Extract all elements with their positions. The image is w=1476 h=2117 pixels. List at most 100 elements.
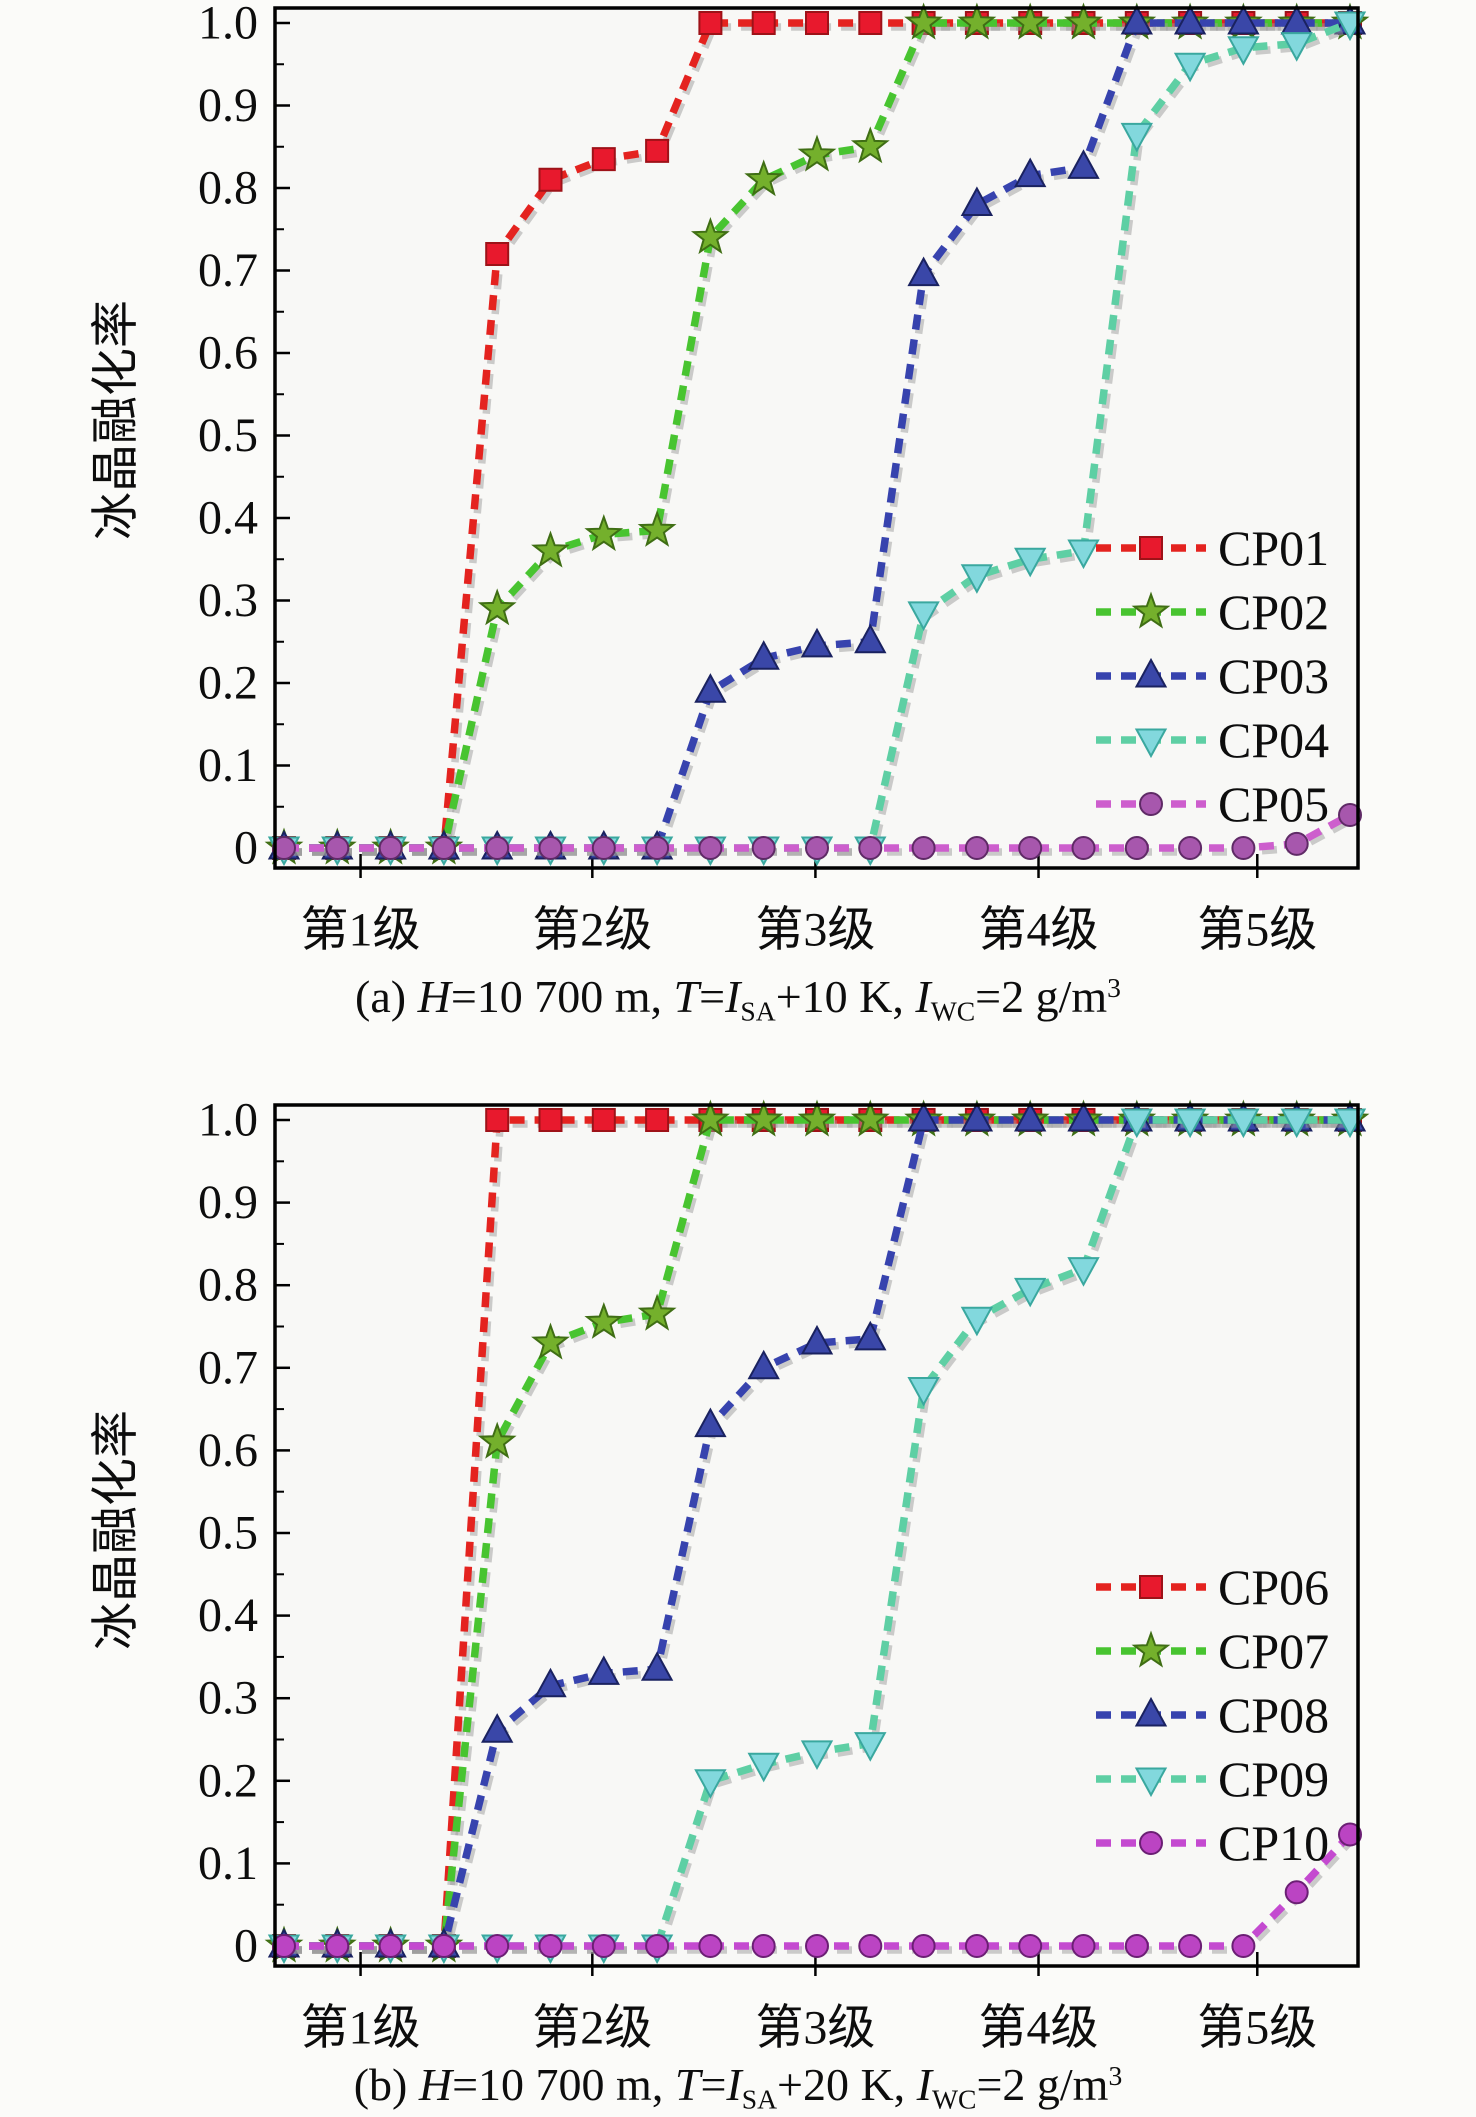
marker-CP05: [1018, 836, 1043, 860]
series-shadow-CP08: [287, 1120, 1353, 1954]
caption-part: H: [418, 2059, 453, 2110]
y-axis-title-b: 冰晶融化率: [90, 1410, 143, 1650]
series-markers-CP05: [272, 803, 1362, 860]
marker-CP03: [1014, 157, 1047, 188]
marker-CP10: [378, 1934, 403, 1958]
plot-area-b: [275, 1105, 1358, 1966]
chart-b: 0 0.1 0.2 0.3 0.4 0.5 0.6 0.7 0.8 0.9 1.0 第1级 第2级 第3级…: [90, 1094, 1370, 2055]
marker-CP09: [1227, 1108, 1260, 1139]
caption-part: SA: [740, 995, 776, 1027]
caption-part: 3: [1107, 971, 1121, 1003]
caption-part: =: [699, 971, 726, 1022]
caption-part: I: [916, 2059, 932, 2110]
marker-CP10: [1178, 1934, 1203, 1958]
marker-CP03: [1173, 4, 1207, 35]
x-tick-label: 第2级: [532, 904, 652, 957]
marker-CP03: [1227, 4, 1260, 35]
legend-marker-CP04: [1134, 728, 1168, 759]
marker-CP05: [911, 836, 936, 860]
y-tick-label: 0: [234, 1920, 258, 1973]
marker-CP04: [1014, 547, 1047, 578]
marker-CP07: [637, 1293, 677, 1331]
marker-CP05: [538, 836, 563, 860]
chart-a: 0 0.1 0.2 0.3 0.4 0.5 0.6 0.7 0.8 0.9 1.0 第1级 第2级 第3级…: [90, 0, 1370, 957]
legend-b: CP06 CP07 CP08 CP09 CP10: [1096, 1559, 1329, 1871]
marker-CP02: [1010, 2, 1050, 40]
marker-CP03: [1067, 149, 1100, 179]
caption-part: I: [726, 2059, 742, 2110]
marker-CP08: [1067, 1101, 1100, 1132]
y-tick-label: 1.0: [198, 0, 258, 50]
legend-label-CP06: CP06: [1218, 1559, 1329, 1615]
marker-CP09: [907, 1376, 940, 1407]
marker-CP04: [960, 564, 994, 594]
marker-CP02: [584, 514, 624, 552]
caption-part: +20 K,: [777, 2059, 917, 2110]
marker-CP03: [960, 186, 994, 216]
marker-CP10: [325, 1934, 350, 1958]
marker-CP02: [904, 2, 944, 40]
marker-CP10: [538, 1934, 563, 1958]
marker-CP10: [1124, 1934, 1149, 1958]
caption-part: =2 g/m: [976, 2059, 1109, 2110]
marker-CP09: [1120, 1108, 1153, 1139]
marker-CP05: [485, 836, 510, 860]
marker-CP01: [485, 242, 510, 266]
marker-CP09: [747, 1752, 780, 1783]
y-tick-label: 0.3: [198, 574, 258, 627]
marker-CP02: [690, 217, 730, 255]
marker-CP05: [1071, 836, 1096, 860]
marker-CP10: [485, 1934, 510, 1958]
marker-CP10: [1071, 1934, 1096, 1958]
marker-CP10: [591, 1934, 616, 1958]
marker-CP01: [805, 11, 829, 35]
marker-CP08: [694, 1407, 727, 1438]
marker-CP08: [800, 1324, 834, 1355]
x-tick-label: 第2级: [532, 2002, 652, 2055]
legend-a: CP01 CP02 CP03 CP04 CP05: [1096, 520, 1329, 832]
marker-CP07: [850, 1099, 890, 1137]
marker-CP02: [850, 126, 890, 164]
marker-CP01: [751, 11, 776, 35]
legend-marker-CP07: [1131, 1630, 1171, 1668]
y-tick-label: 0.6: [198, 327, 258, 380]
marker-CP10: [1338, 1822, 1362, 1847]
y-tick-label: 0.8: [198, 1259, 258, 1312]
marker-CP05: [645, 836, 670, 860]
marker-CP02: [531, 530, 570, 568]
series-line-CP07: [284, 1116, 1350, 1950]
marker-CP03: [747, 640, 780, 670]
marker-CP05: [325, 836, 350, 860]
x-tick-label: 第5级: [1197, 904, 1317, 957]
marker-CP06: [485, 1108, 510, 1132]
marker-CP05: [858, 836, 883, 860]
y-tick-label: 0.8: [198, 162, 258, 215]
marker-CP10: [1231, 1934, 1256, 1958]
marker-CP07: [477, 1421, 517, 1459]
y-tick-label: 0.7: [198, 1341, 258, 1394]
marker-CP05: [1338, 803, 1362, 827]
marker-CP02: [637, 509, 677, 547]
marker-CP10: [272, 1934, 296, 1958]
y-tick-label: 0.2: [198, 657, 258, 710]
marker-CP09: [1280, 1108, 1313, 1139]
legend-label-CP02: CP02: [1218, 584, 1329, 640]
legend-marker-CP05: [1139, 792, 1163, 816]
marker-CP05: [431, 836, 456, 860]
marker-CP05: [964, 836, 989, 860]
marker-CP08: [854, 1320, 887, 1351]
marker-CP05: [378, 836, 403, 860]
marker-CP01: [645, 138, 670, 163]
marker-CP07: [797, 1099, 837, 1137]
y-tick-label: 0.1: [198, 1837, 258, 1890]
marker-CP01: [538, 167, 563, 192]
legend-marker-CP10: [1139, 1831, 1163, 1855]
caption-part: I: [915, 971, 931, 1022]
legend-marker-CP03: [1134, 657, 1168, 688]
y-tick-label: 0.7: [198, 244, 258, 297]
marker-CP03: [694, 673, 727, 703]
caption-a: (a) H=10 700 m, T=ISA+10 K, IWC=2 g/m3: [0, 970, 1476, 1027]
marker-CP10: [698, 1934, 723, 1958]
marker-CP10: [431, 1934, 456, 1958]
